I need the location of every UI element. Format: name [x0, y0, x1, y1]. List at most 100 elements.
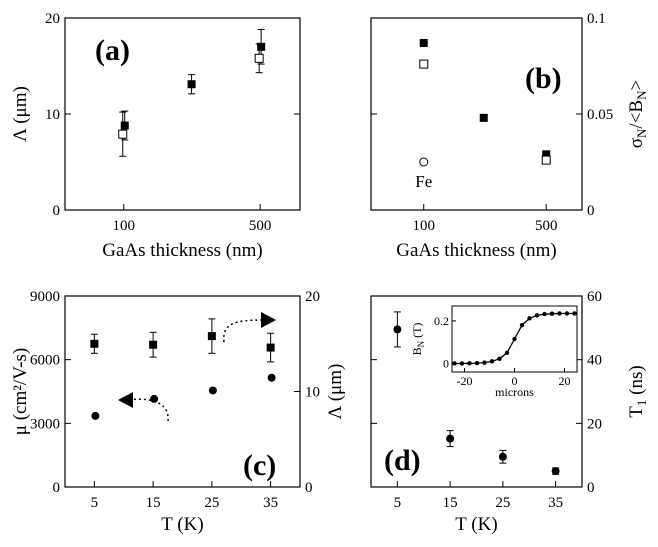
inset-data-point — [459, 361, 465, 366]
y-label-sub: 1 — [634, 400, 649, 407]
dotted-arrow-left-axis — [127, 398, 169, 422]
y-axis-label-right: Λ (μm) — [325, 364, 346, 420]
data-point-filled-square — [542, 150, 551, 159]
inset-data-point — [572, 311, 577, 316]
data-point-open-square — [419, 59, 429, 69]
arrow-head-right — [261, 312, 276, 328]
inset-data-point — [549, 311, 555, 316]
inset-y-label-end: (T) — [410, 323, 424, 341]
data-point-filled-square — [90, 339, 99, 348]
data-point-open-square — [254, 53, 264, 63]
data-point-filled-square — [266, 343, 275, 352]
inset-x-tick-label: 20 — [559, 374, 571, 388]
y-label-sub: N — [634, 90, 649, 100]
data-point-filled-square — [479, 113, 488, 122]
inset-x-tick-label: -20 — [457, 374, 473, 388]
x-tick-label: 35 — [263, 495, 278, 511]
data-point-filled-circle — [446, 434, 455, 443]
inset-y-tick-label: 0.2 — [434, 314, 449, 328]
y-tick-label: 0.05 — [587, 107, 613, 123]
y-tick-label: 20 — [45, 11, 60, 27]
y-tick-label: 10 — [45, 107, 60, 123]
data-point-filled-circle — [91, 411, 100, 420]
inset-data-point — [564, 311, 570, 316]
plot-frame — [370, 295, 583, 488]
y-axis-label-right: T1 (ns) — [626, 365, 649, 417]
x-tick-label: 100 — [113, 218, 136, 234]
y-tick-label: 0 — [587, 203, 595, 219]
panel-label: (b) — [525, 62, 562, 95]
data-point-filled-circle — [393, 325, 402, 334]
data-point-filled-square — [207, 332, 216, 341]
inset-data-point — [482, 360, 487, 365]
y-label-end: (ns) — [626, 365, 647, 399]
y-tick-label: 0 — [53, 203, 61, 219]
y-tick-label: 10 — [305, 385, 320, 401]
y-tick-label: 40 — [587, 353, 602, 369]
x-tick-label: 35 — [548, 495, 563, 511]
inset-y-label-sub: N — [416, 340, 426, 347]
inset-data-point — [474, 360, 480, 366]
inset-y-label-main: B — [410, 347, 424, 355]
x-tick-label: 15 — [146, 495, 161, 511]
inset-y-axis-label: BN (T) — [410, 323, 426, 356]
data-point-open-circle — [419, 157, 429, 167]
x-tick-label: 25 — [495, 495, 510, 511]
y-tick-label: 0 — [53, 480, 61, 496]
y-tick-label: 9000 — [30, 289, 60, 305]
y-axis-label-left: μ (cm²/V-s) — [10, 348, 31, 435]
data-point-filled-square — [149, 340, 158, 349]
data-point-filled-square — [120, 121, 129, 130]
data-point-filled-square — [257, 42, 266, 51]
y-tick-label: 6000 — [30, 353, 60, 369]
inset-data-point — [519, 322, 525, 328]
inset-x-tick-label: 0 — [512, 374, 518, 388]
data-point-filled-circle — [551, 467, 560, 476]
inset-x-axis-label: microns — [495, 385, 534, 399]
inset-data-point — [467, 361, 472, 366]
panel-a: 100 500 0 10 20 (a) GaAs thickness (nm) Λ (μm) — [10, 11, 301, 261]
y-label-sub: N — [634, 128, 649, 138]
x-axis-label: GaAs thickness (nm) — [396, 240, 556, 261]
data-point-filled-square — [187, 80, 196, 89]
panel-label: (c) — [243, 449, 276, 482]
inset-data-point — [542, 311, 547, 317]
data-point-filled-circle — [208, 386, 217, 395]
inset-data-point — [489, 359, 495, 364]
inset-data-point — [497, 356, 502, 361]
y-tick-label: 0.1 — [587, 11, 606, 27]
y-tick-label: 20 — [587, 416, 602, 432]
x-axis-label: T (K) — [455, 514, 497, 535]
x-axis-label: T (K) — [161, 514, 203, 535]
y-label-end: > — [626, 80, 647, 91]
y-axis-label-right: σN/<BN> — [626, 80, 649, 148]
inset-data-point — [557, 311, 562, 316]
data-point-open-square — [541, 155, 551, 165]
y-label-main: T — [626, 406, 647, 418]
panel-d: 5 15 25 35 0 20 40 60 (d) T (K) T1 (ns) -20 0 20 0 0.2 m… — [370, 289, 649, 535]
data-point-open-square — [118, 129, 128, 139]
x-tick-label: 5 — [91, 495, 99, 511]
inset-data-point — [512, 336, 517, 342]
panel-label: (d) — [384, 444, 421, 477]
y-axis-label: Λ (μm) — [10, 86, 31, 142]
x-tick-label: 5 — [394, 495, 402, 511]
y-tick-label: 0 — [305, 480, 313, 496]
data-point-filled-circle — [498, 452, 507, 461]
arrow-head-left — [118, 392, 133, 408]
x-tick-label: 25 — [204, 495, 219, 511]
panel-c: 5 15 25 35 0 3000 6000 9000 0 10 20 (c) T (K) μ (cm²/… — [10, 289, 346, 535]
inset-y-tick-label: 0 — [443, 356, 449, 370]
data-point-filled-circle — [267, 373, 276, 382]
inset-chart: -20 0 20 0 0.2 microns BN (T) — [410, 305, 578, 399]
inset-data-point — [452, 361, 457, 366]
y-label-main: σ — [626, 138, 647, 148]
x-tick-label: 15 — [443, 495, 458, 511]
inset-data-point — [534, 313, 540, 318]
data-point-filled-circle — [150, 394, 159, 403]
y-label-mid: /<B — [626, 100, 647, 129]
annotation-fe: Fe — [415, 172, 432, 191]
x-tick-label: 500 — [249, 218, 272, 234]
